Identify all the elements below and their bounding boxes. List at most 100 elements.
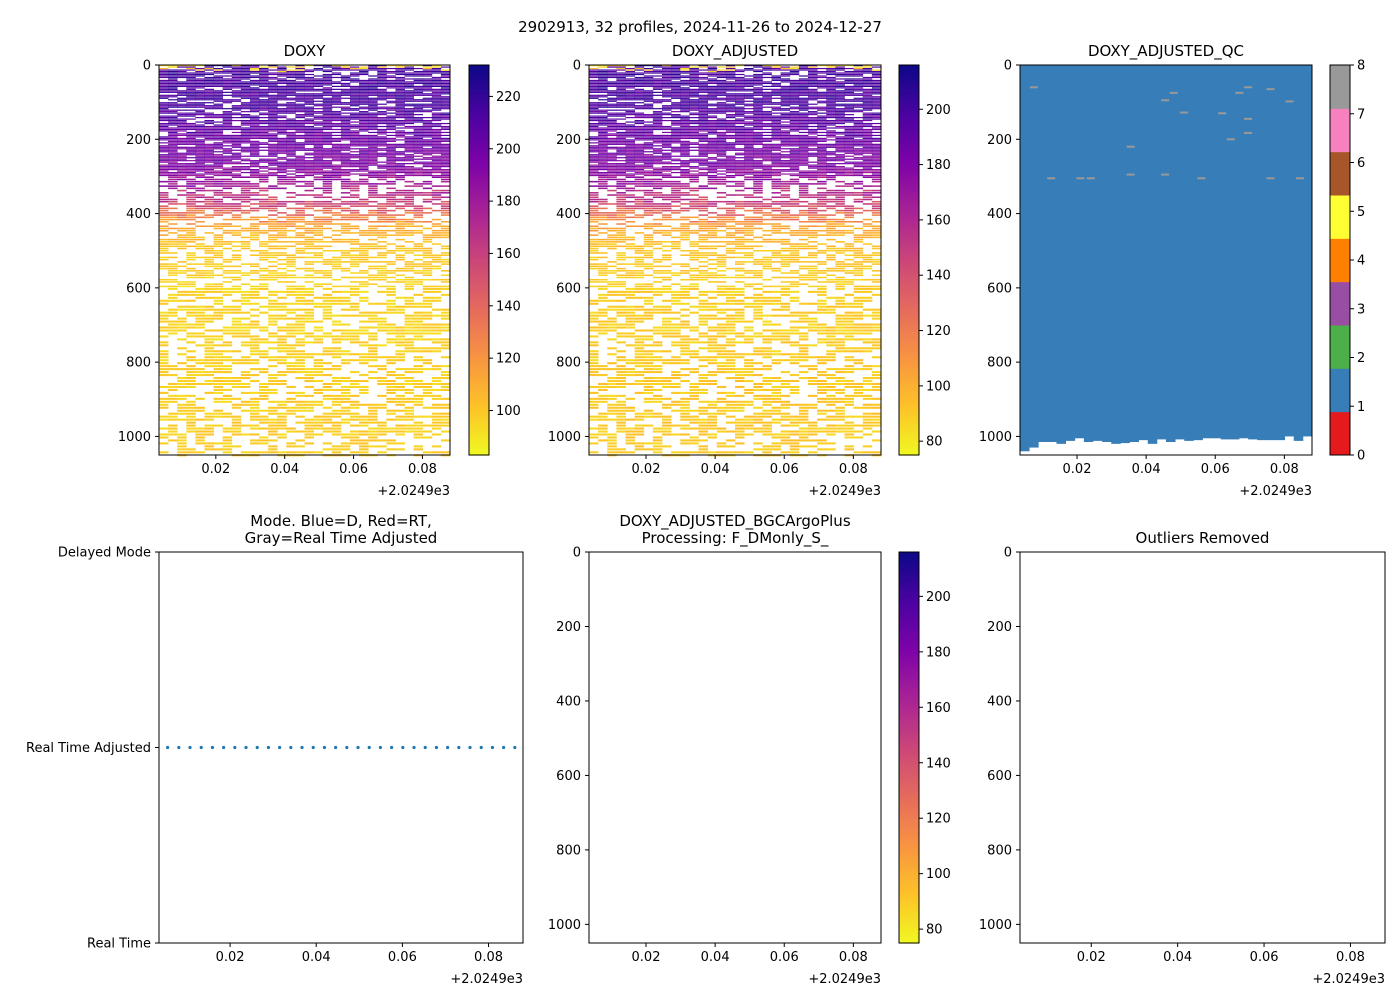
heatmap-cell — [340, 442, 351, 445]
heatmap-cell — [349, 164, 360, 166]
heatmap-cell — [625, 154, 636, 156]
heatmap-cell — [359, 362, 369, 365]
heatmap-cell — [598, 382, 608, 386]
heatmap-cell — [413, 151, 424, 153]
heatmap-cell — [295, 227, 305, 230]
heatmap-cell — [616, 169, 626, 171]
heatmap-cell — [395, 207, 405, 210]
heatmap-cell — [186, 308, 196, 311]
heatmap-cell — [349, 183, 360, 185]
heatmap-cell — [268, 108, 278, 110]
heatmap-cell — [377, 285, 387, 288]
heatmap-cell — [240, 167, 251, 169]
heatmap-cell — [186, 79, 196, 82]
heatmap-cell — [331, 166, 342, 168]
heatmap-cell — [386, 192, 396, 194]
heatmap-cell — [331, 241, 342, 243]
heatmap-cell — [598, 232, 608, 234]
heatmap-cell — [177, 229, 187, 232]
heatmap-cell — [322, 274, 333, 277]
heatmap-cell — [431, 133, 442, 135]
heatmap-cell — [240, 272, 251, 274]
heatmap-cell — [643, 145, 654, 147]
heatmap-cell — [331, 415, 342, 418]
heatmap-cell — [404, 142, 415, 144]
heatmap-cell — [368, 91, 378, 93]
heatmap-cell — [268, 261, 278, 263]
heatmap-cell — [340, 178, 351, 181]
heatmap-cell — [395, 79, 405, 82]
heatmap-cell — [304, 99, 314, 101]
heatmap-cell — [249, 187, 260, 190]
heatmap-cell — [440, 81, 451, 83]
heatmap-cell — [589, 136, 599, 138]
heatmap-cell — [422, 173, 433, 175]
heatmap-cell — [440, 140, 451, 142]
heatmap-cell — [277, 94, 287, 96]
heatmap-cell — [625, 145, 636, 147]
heatmap-cell — [616, 163, 626, 165]
heatmap-cell — [159, 118, 169, 120]
heatmap-cell — [607, 281, 617, 283]
heatmap-cell — [359, 247, 369, 250]
heatmap-cell — [186, 332, 196, 335]
heatmap-cell — [168, 128, 178, 131]
heatmap-cell — [295, 117, 305, 119]
heatmap-cell — [259, 91, 269, 93]
heatmap-cell — [295, 421, 305, 424]
heatmap-cell — [268, 427, 278, 430]
heatmap-cell — [422, 163, 433, 165]
heatmap-cell — [616, 270, 626, 272]
heatmap-cell — [413, 91, 424, 93]
heatmap-cell — [249, 69, 260, 71]
heatmap-cell — [359, 205, 369, 207]
heatmap-cell — [625, 69, 636, 71]
heatmap-cell — [204, 270, 214, 272]
heatmap-cell — [368, 421, 378, 424]
heatmap-cell — [404, 276, 415, 279]
heatmap-cell — [395, 409, 405, 412]
heatmap-cell — [349, 148, 360, 150]
heatmap-cell — [431, 176, 442, 178]
heatmap-cell — [313, 379, 324, 383]
heatmap-cell — [395, 65, 405, 67]
heatmap-cell — [195, 75, 205, 77]
heatmap-cell — [598, 121, 608, 123]
heatmap-cell — [204, 276, 214, 279]
heatmap-cell — [395, 254, 405, 256]
heatmap-cell — [204, 317, 214, 320]
heatmap-cell — [195, 270, 205, 272]
heatmap-cell — [377, 256, 387, 259]
heatmap-cell — [634, 158, 645, 160]
heatmap-cell — [204, 296, 214, 299]
heatmap-cell — [634, 365, 645, 368]
heatmap-cell — [422, 338, 433, 341]
heatmap-cell — [368, 377, 378, 380]
heatmap-cell — [368, 114, 378, 116]
heatmap-cell — [413, 216, 424, 219]
heatmap-cell — [313, 105, 324, 107]
heatmap-cell — [195, 93, 205, 95]
heatmap-cell — [322, 287, 333, 290]
heatmap-cell — [304, 127, 314, 129]
heatmap-cell — [249, 70, 260, 73]
heatmap-cell — [386, 87, 396, 89]
heatmap-cell — [625, 97, 636, 99]
heatmap-cell — [268, 252, 278, 254]
heatmap-cell — [404, 296, 415, 299]
heatmap-cell — [322, 148, 333, 150]
heatmap-cell — [159, 103, 169, 105]
heatmap-cell — [268, 308, 278, 311]
heatmap-cell — [295, 106, 305, 108]
heatmap-cell — [377, 91, 387, 93]
heatmap-cell — [249, 88, 260, 90]
heatmap-cell — [340, 122, 351, 125]
heatmap-cell — [413, 108, 424, 110]
heatmap-cell — [222, 356, 233, 359]
heatmap-cell — [295, 356, 305, 359]
heatmap-cell — [359, 229, 369, 232]
heatmap-cell — [313, 136, 324, 138]
heatmap-cell — [368, 350, 378, 353]
heatmap-cell — [422, 332, 433, 335]
colorbar-segment — [469, 403, 489, 407]
